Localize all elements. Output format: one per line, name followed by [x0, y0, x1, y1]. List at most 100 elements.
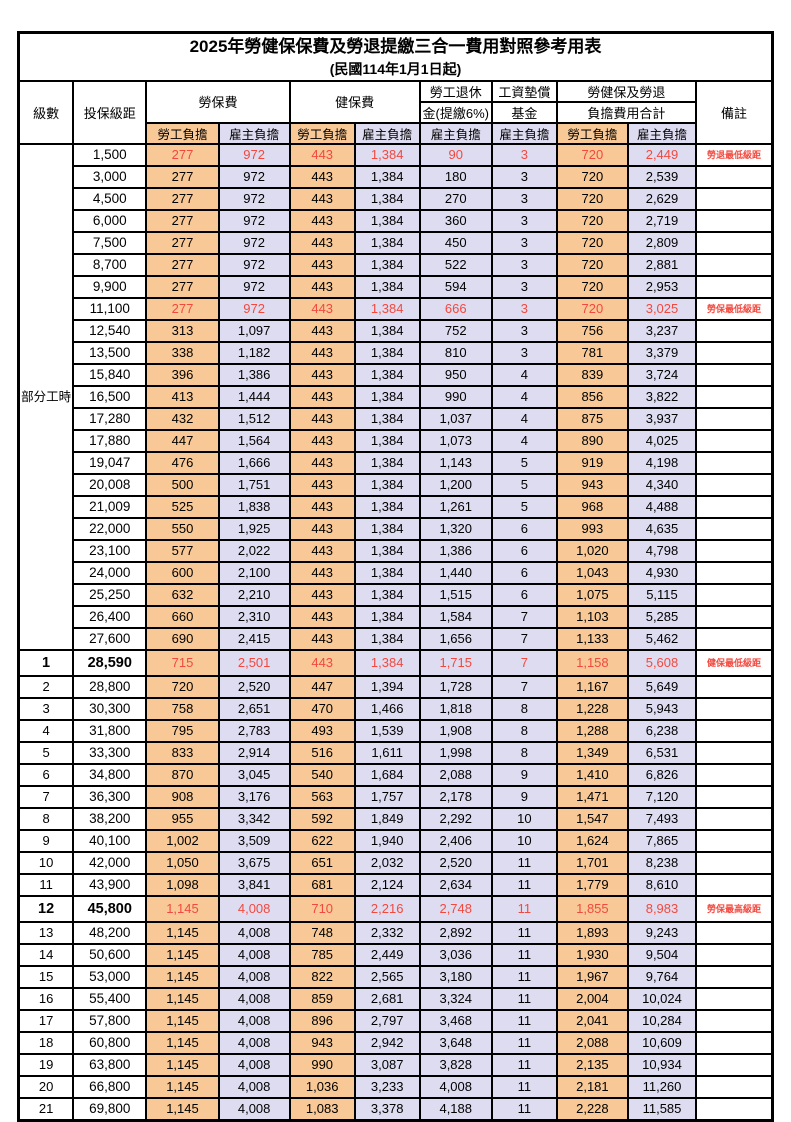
cell-labor-fee-employer: 1,512 — [217, 406, 291, 431]
cell-total-employee: 1,930 — [555, 942, 629, 967]
cell-health-fee-employee: 943 — [288, 1030, 356, 1055]
bracket-cell: 28,800 — [72, 674, 148, 699]
cell-wage-fund-employer: 3 — [490, 230, 558, 255]
cell-wage-fund-employer: 11 — [490, 942, 558, 967]
table-row: 24,000 600 2,100 443 1,384 1,440 6 1,043 4,930 — [19, 560, 774, 585]
cell-labor-fee-employer: 3,509 — [217, 828, 291, 853]
cell-labor-fee-employer: 4,008 — [217, 920, 291, 945]
cell-pension-employer: 2,892 — [418, 920, 493, 945]
cell-total-employer: 7,493 — [626, 806, 698, 831]
cell-labor-fee-employee: 1,145 — [145, 986, 220, 1011]
cell-health-fee-employee: 443 — [288, 560, 356, 585]
cell-health-fee-employee: 443 — [288, 252, 356, 277]
table-row: 6,000 277 972 443 1,384 360 3 720 2,719 — [19, 208, 774, 233]
cell-pension-employer: 3,036 — [418, 942, 493, 967]
bracket-cell: 19,047 — [72, 450, 148, 475]
remark-cell — [695, 340, 774, 365]
cell-wage-fund-employer: 11 — [490, 920, 558, 945]
cell-labor-fee-employer: 4,008 — [217, 1074, 291, 1099]
cell-labor-fee-employer: 2,210 — [217, 582, 291, 607]
remark-cell — [695, 384, 774, 409]
cell-health-fee-employee: 443 — [288, 604, 356, 629]
remark-cell — [695, 1008, 774, 1033]
cell-total-employee: 756 — [555, 318, 629, 343]
cell-pension-employer: 3,180 — [418, 964, 493, 989]
cell-pension-employer: 990 — [418, 384, 493, 409]
cell-total-employer: 3,237 — [626, 318, 698, 343]
bracket-cell: 34,800 — [72, 762, 148, 787]
cell-pension-employer: 3,828 — [418, 1052, 493, 1077]
cell-labor-fee-employee: 396 — [145, 362, 220, 387]
cell-total-employer: 9,243 — [626, 920, 698, 945]
cell-health-fee-employee: 443 — [288, 538, 356, 563]
cell-health-fee-employer: 2,332 — [353, 920, 421, 945]
cell-total-employee: 720 — [555, 274, 629, 299]
cell-wage-fund-employer: 8 — [490, 718, 558, 743]
cell-total-employer: 2,449 — [626, 142, 698, 167]
cell-total-employer: 4,025 — [626, 428, 698, 453]
cell-total-employee: 1,020 — [555, 538, 629, 563]
cell-labor-fee-employee: 632 — [145, 582, 220, 607]
cell-wage-fund-employer: 11 — [490, 850, 558, 875]
cell-labor-fee-employer: 1,838 — [217, 494, 291, 519]
cell-total-employer: 10,934 — [626, 1052, 698, 1077]
cell-total-employer: 3,724 — [626, 362, 698, 387]
bracket-cell: 43,900 — [72, 872, 148, 897]
cell-health-fee-employer: 1,384 — [353, 252, 421, 277]
cell-total-employer: 8,983 — [626, 894, 698, 923]
level-cell: 21 — [17, 1096, 75, 1121]
cell-wage-fund-employer: 4 — [490, 362, 558, 387]
cell-total-employer: 2,629 — [626, 186, 698, 211]
cell-pension-employer: 2,520 — [418, 850, 493, 875]
level-cell: 17 — [17, 1008, 75, 1033]
cell-health-fee-employer: 1,384 — [353, 318, 421, 343]
table-row: 4 31,800 795 2,783 493 1,539 1,908 8 1,288 6,238 — [17, 718, 774, 743]
bracket-cell: 28,590 — [72, 648, 148, 677]
cell-labor-fee-employer: 2,100 — [217, 560, 291, 585]
table-row: 部分工時 1,500 277 972 443 1,384 90 3 720 2,449 勞退最低級距 — [17, 142, 774, 651]
bracket-cell: 1,500 — [72, 142, 148, 167]
cell-labor-fee-employee: 1,145 — [145, 1074, 220, 1099]
cell-pension-employer: 522 — [418, 252, 493, 277]
table-row: 13 48,200 1,145 4,008 748 2,332 2,892 11 1,893 9,… — [17, 920, 774, 945]
remark-cell — [695, 538, 774, 563]
cell-health-fee-employer: 1,940 — [353, 828, 421, 853]
cell-total-employer: 3,937 — [626, 406, 698, 431]
cell-health-fee-employee: 785 — [288, 942, 356, 967]
cell-health-fee-employer: 2,216 — [353, 894, 421, 923]
remark-cell — [695, 252, 774, 277]
cell-wage-fund-employer: 10 — [490, 828, 558, 853]
level-cell: 18 — [17, 1030, 75, 1055]
level-cell: 14 — [17, 942, 75, 967]
bracket-cell: 22,000 — [72, 516, 148, 541]
cell-total-employee: 1,779 — [555, 872, 629, 897]
cell-total-employer: 5,285 — [626, 604, 698, 629]
bracket-cell: 60,800 — [72, 1030, 148, 1055]
cell-total-employer: 10,024 — [626, 986, 698, 1011]
cell-total-employer: 3,822 — [626, 384, 698, 409]
bracket-cell: 42,000 — [72, 850, 148, 875]
bracket-cell: 31,800 — [72, 718, 148, 743]
table-row: 20 66,800 1,145 4,008 1,036 3,233 4,008 11 2,181… — [17, 1074, 774, 1099]
remark-cell — [695, 406, 774, 431]
cell-pension-employer: 2,292 — [418, 806, 493, 831]
cell-health-fee-employer: 1,384 — [353, 560, 421, 585]
level-cell: 3 — [17, 696, 75, 721]
cell-total-employer: 2,719 — [626, 208, 698, 233]
cell-total-employee: 1,893 — [555, 920, 629, 945]
col-header-remark: 備註 — [695, 79, 774, 145]
cell-pension-employer: 1,908 — [418, 718, 493, 743]
cell-labor-fee-employer: 4,008 — [217, 1008, 291, 1033]
cell-labor-fee-employer: 3,675 — [217, 850, 291, 875]
cell-pension-employer: 950 — [418, 362, 493, 387]
table-row: 16,500 413 1,444 443 1,384 990 4 856 3,822 — [19, 384, 774, 409]
cell-total-employee: 1,701 — [555, 850, 629, 875]
remark-cell — [695, 762, 774, 787]
bracket-cell: 13,500 — [72, 340, 148, 365]
cell-labor-fee-employer: 1,925 — [217, 516, 291, 541]
cell-wage-fund-employer: 11 — [490, 1008, 558, 1033]
cell-total-employer: 7,865 — [626, 828, 698, 853]
cell-pension-employer: 1,200 — [418, 472, 493, 497]
remark-cell — [695, 784, 774, 809]
table-row: 17,880 447 1,564 443 1,384 1,073 4 890 4,025 — [19, 428, 774, 453]
